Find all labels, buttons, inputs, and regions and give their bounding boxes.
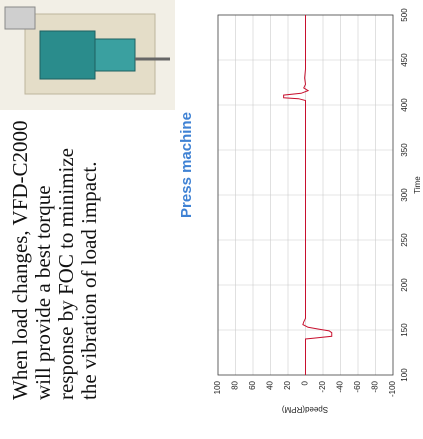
photo: [0, 0, 175, 110]
text-line: the vibration of load impact.: [77, 161, 101, 400]
y-tick-label: 20: [283, 380, 292, 389]
text-line: When load changes, VFD-C2000: [8, 120, 32, 400]
y-tick-label: 0: [301, 380, 310, 385]
y-tick-label: 100: [213, 380, 222, 394]
x-axis-title: Time: [413, 176, 422, 194]
rotated-page: Press machine When load changes, VFD-C20…: [0, 0, 423, 439]
y-tick-label: -100: [388, 380, 397, 397]
text-line: will provide a best torque: [31, 185, 55, 400]
caption: Press machine: [178, 112, 195, 218]
y-tick-label: -60: [353, 380, 362, 392]
x-tick-label: 450: [400, 53, 409, 67]
y-tick-label: 60: [248, 380, 257, 389]
y-tick-label: 80: [231, 380, 240, 389]
x-tick-label: 150: [400, 323, 409, 337]
page-canvas: Press machine When load changes, VFD-C20…: [0, 0, 423, 439]
gearbox: [95, 39, 135, 71]
y-tick-label: -80: [371, 380, 380, 392]
y-tick-label: -20: [318, 380, 327, 392]
motor: [40, 31, 95, 79]
text-line: response by FOC to minimize: [54, 148, 78, 400]
page: {"text": {"lines": ["When load changes, …: [0, 0, 423, 439]
x-tick-label: 300: [400, 188, 409, 202]
x-tick-label: 500: [400, 8, 409, 22]
x-tick-label: 350: [400, 143, 409, 157]
x-tick-label: 400: [400, 98, 409, 112]
y-axis-title: Speed(RPM): [282, 405, 329, 414]
y-tick-label: -40: [336, 380, 345, 392]
x-tick-label: 100: [400, 368, 409, 382]
x-tick-label: 200: [400, 278, 409, 292]
drive-box: [5, 7, 35, 29]
y-tick-label: 40: [266, 380, 275, 389]
x-tick-label: 250: [400, 233, 409, 247]
